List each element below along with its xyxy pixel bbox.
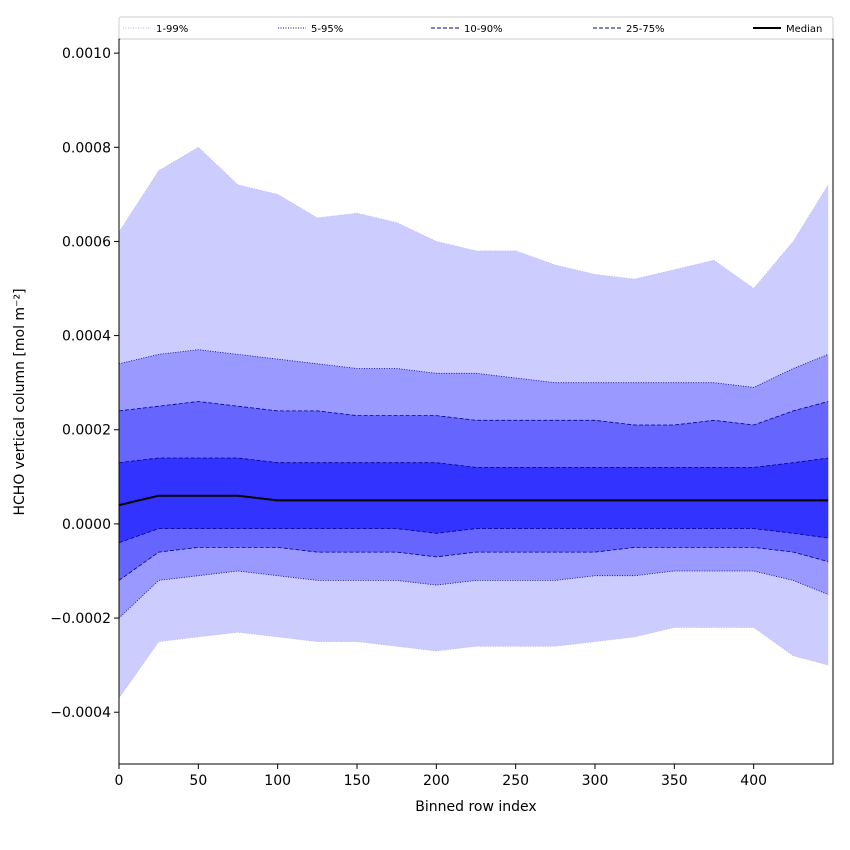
legend-frame	[118, 16, 834, 40]
legend-label: 5-95%	[311, 24, 343, 35]
legend-label: 10-90%	[464, 24, 503, 35]
legend: 1-99% 5-95% 10-90% 25-75% Median	[118, 16, 834, 40]
x-tick-label: 100	[264, 773, 291, 789]
series-line-4-0	[119, 494, 829, 507]
series-line-0-1	[119, 627, 829, 699]
y-axis-label: HCHO vertical column [mol m⁻²]	[12, 288, 28, 515]
y-tick-label: 0.0004	[62, 329, 111, 345]
series-line-1-0	[119, 349, 829, 388]
series-line-2-1	[119, 547, 829, 581]
x-tick-label: 350	[661, 773, 688, 789]
y-tick-label: 0.0006	[62, 234, 111, 250]
y-tick-label: 0.0010	[62, 46, 111, 62]
x-tick-label: 300	[582, 773, 609, 789]
x-axis-label: Binned row index	[415, 799, 536, 815]
y-axis: −0.0004 −0.0002 0.0000 0.0002 0.0004 0.0006 0.…	[50, 46, 119, 721]
y-tick-label: −0.0002	[50, 611, 111, 627]
x-tick-label: 150	[344, 773, 371, 789]
series-line-0-0	[119, 146, 829, 290]
series-line-3-0	[119, 457, 829, 468]
x-tick-label: 400	[740, 773, 767, 789]
lines-layer	[119, 146, 829, 699]
legend-label: 1-99%	[156, 24, 188, 35]
x-tick-label: 50	[189, 773, 207, 789]
x-axis: 0 50 100 150 200 250 300 350 400	[115, 764, 767, 789]
y-tick-label: 0.0000	[62, 517, 111, 533]
x-tick-label: 200	[423, 773, 450, 789]
y-tick-label: 0.0002	[62, 423, 111, 439]
y-tick-label: −0.0004	[50, 705, 111, 721]
x-tick-label: 250	[502, 773, 529, 789]
legend-label: Median	[786, 24, 822, 35]
x-tick-label: 0	[115, 773, 124, 789]
series-line-2-0	[119, 401, 829, 426]
y-tick-label: 0.0008	[62, 140, 111, 156]
bands-layer	[119, 147, 829, 699]
legend-label: 25-75%	[626, 24, 665, 35]
series-line-3-1	[119, 528, 829, 544]
